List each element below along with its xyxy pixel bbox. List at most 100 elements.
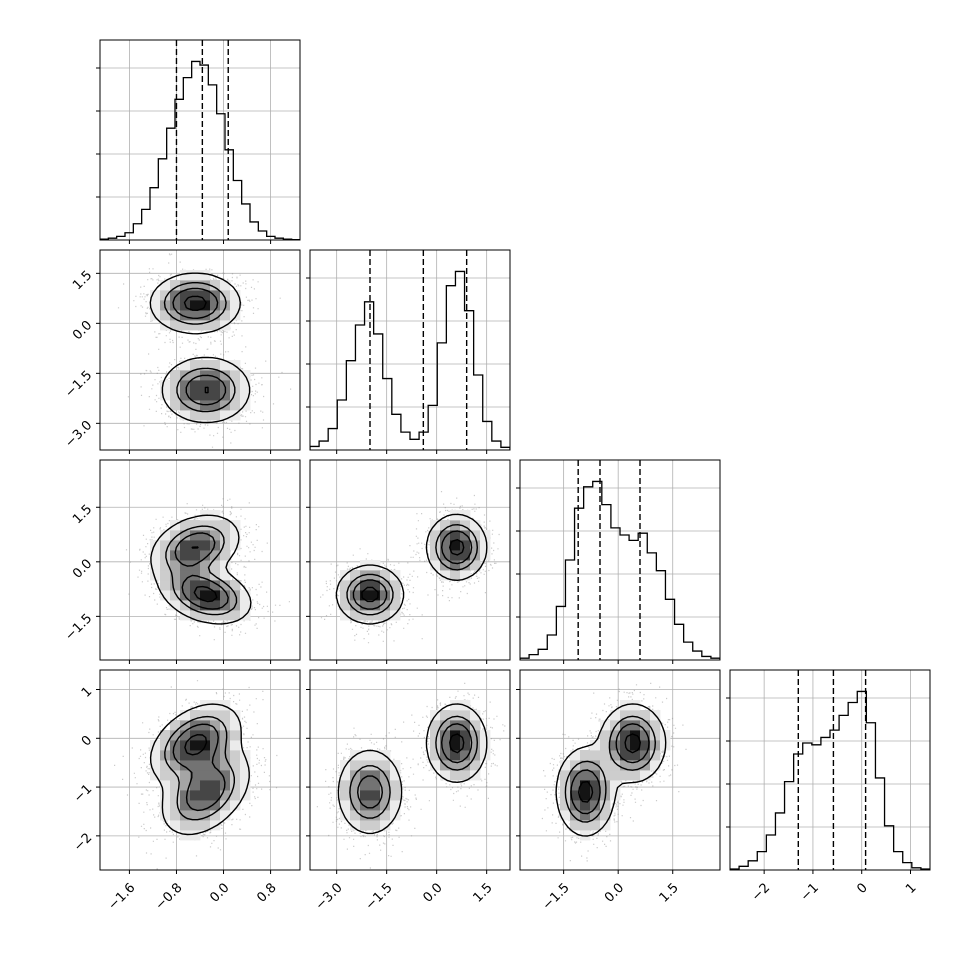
density-cell [180, 790, 191, 801]
density-cells [150, 270, 251, 421]
hist-bin [575, 508, 584, 660]
density-cell [150, 290, 161, 301]
density-cell [170, 810, 181, 821]
hist-bin [233, 180, 241, 240]
contour-line [349, 715, 478, 819]
density-cell [360, 770, 371, 781]
density-cell [230, 310, 241, 321]
density-cell [160, 810, 171, 821]
hist-bin [410, 439, 419, 450]
panel-0-0 [96, 39, 301, 244]
histogram-line [100, 60, 300, 240]
density-cell [580, 820, 591, 831]
density-cell [360, 780, 371, 791]
density-cell [170, 310, 181, 321]
hist-bin [328, 429, 337, 450]
panel-frame [519, 669, 721, 871]
contour-line [164, 715, 235, 821]
contours [335, 513, 488, 625]
panel-frame [99, 249, 301, 451]
density-cell [440, 550, 451, 561]
density-cell [170, 320, 181, 331]
density-cell [210, 780, 221, 791]
density-cell [200, 750, 211, 761]
density-cell [180, 750, 191, 761]
hist-bin [337, 400, 346, 450]
density-cell [180, 720, 191, 731]
density-cell [150, 550, 161, 561]
density-cell [380, 820, 391, 831]
density-cell [600, 720, 611, 731]
density-cell [360, 800, 371, 811]
density-cell [200, 520, 211, 531]
density-cell [210, 520, 221, 531]
density-cell [180, 710, 191, 721]
density-cell [180, 360, 191, 371]
density-cell [350, 580, 361, 591]
hist-bin [757, 852, 766, 870]
density-cell [180, 810, 191, 821]
density-cell [220, 520, 231, 531]
density-cell [380, 790, 391, 801]
density-cell [200, 290, 211, 301]
density-cell [570, 790, 581, 801]
density-cell [210, 530, 221, 541]
density-cell [190, 390, 201, 401]
density-cell [340, 800, 351, 811]
hist-bin [437, 343, 446, 450]
density-cell [470, 720, 481, 731]
density-cell [350, 610, 361, 621]
density-cell [190, 370, 201, 381]
density-cell [460, 750, 471, 761]
density-cell [170, 570, 181, 581]
density-cell [210, 320, 221, 331]
hist-bin [565, 560, 574, 660]
density-cell [240, 600, 251, 611]
density-cell [220, 570, 231, 581]
density-cell [170, 400, 181, 411]
density-cell [430, 750, 441, 761]
hist-bin [556, 606, 565, 660]
density-cell [350, 570, 361, 581]
density-cell [570, 760, 581, 771]
density-cell [390, 600, 401, 611]
density-cell [480, 550, 491, 561]
density-cell [180, 540, 191, 551]
hist-bin [250, 222, 258, 240]
contour-line [172, 723, 226, 812]
hist-bin [656, 571, 665, 660]
density-cell [440, 520, 451, 531]
density-cell [630, 700, 641, 711]
density-cell [370, 770, 381, 781]
density-cell [160, 560, 171, 571]
density-cell [170, 750, 181, 761]
density-cell [220, 790, 231, 801]
density-cell [630, 750, 641, 761]
hist-bin [894, 852, 903, 870]
hist-bin [355, 325, 364, 450]
hist-bin [492, 441, 501, 450]
density-cell [610, 740, 621, 751]
density-cell [390, 790, 401, 801]
density-cell [160, 760, 171, 771]
density-cell [210, 720, 221, 731]
density-cell [220, 580, 231, 591]
density-cell [160, 780, 171, 791]
density-cell [470, 540, 481, 551]
density-cell [380, 780, 391, 791]
density-cell [370, 610, 381, 621]
density-cell [180, 780, 191, 791]
density-cell [640, 730, 651, 741]
density-cell [350, 590, 361, 601]
density-cell [340, 580, 351, 591]
density-cell [200, 550, 211, 561]
panel-frame [99, 669, 301, 871]
density-cell [440, 740, 451, 751]
density-cell [450, 710, 461, 721]
density-cell [200, 530, 211, 541]
density-cell [170, 770, 181, 781]
hist-bin [547, 635, 556, 660]
density-cell [360, 610, 371, 621]
density-cell [190, 360, 201, 371]
density-cell [590, 740, 601, 751]
